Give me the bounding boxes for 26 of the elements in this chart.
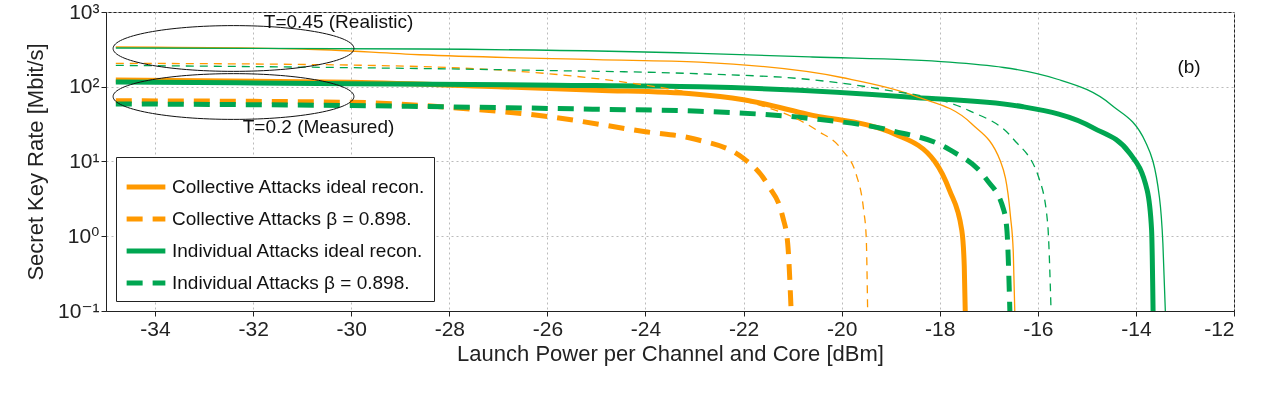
x-tick-label: -16 <box>1023 316 1054 340</box>
annotation: T=0.45 (Realistic) <box>263 11 414 33</box>
x-tick-label: -28 <box>434 316 465 340</box>
y-tick-label: 10³ <box>69 0 100 23</box>
annotation: (b) <box>1177 56 1201 77</box>
x-tick-label: -18 <box>925 316 956 340</box>
y-tick-label: 10⁻¹ <box>58 298 100 322</box>
legend-label: Collective Attacks β = 0.898. <box>172 208 412 229</box>
x-tick-label: -20 <box>826 316 858 340</box>
annotation: T=0.2 (Measured) <box>242 115 395 137</box>
x-tick-label: -14 <box>1121 316 1152 340</box>
y-axis-title: Secret Key Rate [Mbit/s] <box>23 43 49 281</box>
y-tick-label: 10⁰ <box>67 223 100 247</box>
x-tick-label: -30 <box>336 316 367 340</box>
legend-label: Collective Attacks ideal recon. <box>172 176 425 197</box>
x-tick-label: -34 <box>140 316 172 340</box>
x-axis-title: Launch Power per Channel and Core [dBm] <box>457 340 884 366</box>
legend-label: Individual Attacks ideal recon. <box>172 240 423 261</box>
x-tick-label: -32 <box>238 316 269 340</box>
y-tick-label: 10² <box>69 74 100 98</box>
x-tick-label: -12 <box>1204 316 1235 340</box>
x-tick-label: -22 <box>728 316 760 340</box>
x-tick-label: -24 <box>630 316 662 340</box>
y-tick-label: 10¹ <box>69 149 100 172</box>
legend-label: Individual Attacks β = 0.898. <box>172 272 410 293</box>
x-tick-label: -26 <box>532 316 564 340</box>
